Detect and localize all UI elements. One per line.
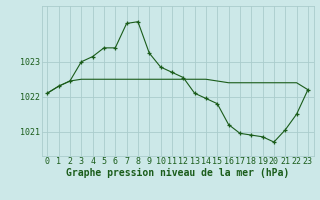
X-axis label: Graphe pression niveau de la mer (hPa): Graphe pression niveau de la mer (hPa) <box>66 168 289 178</box>
